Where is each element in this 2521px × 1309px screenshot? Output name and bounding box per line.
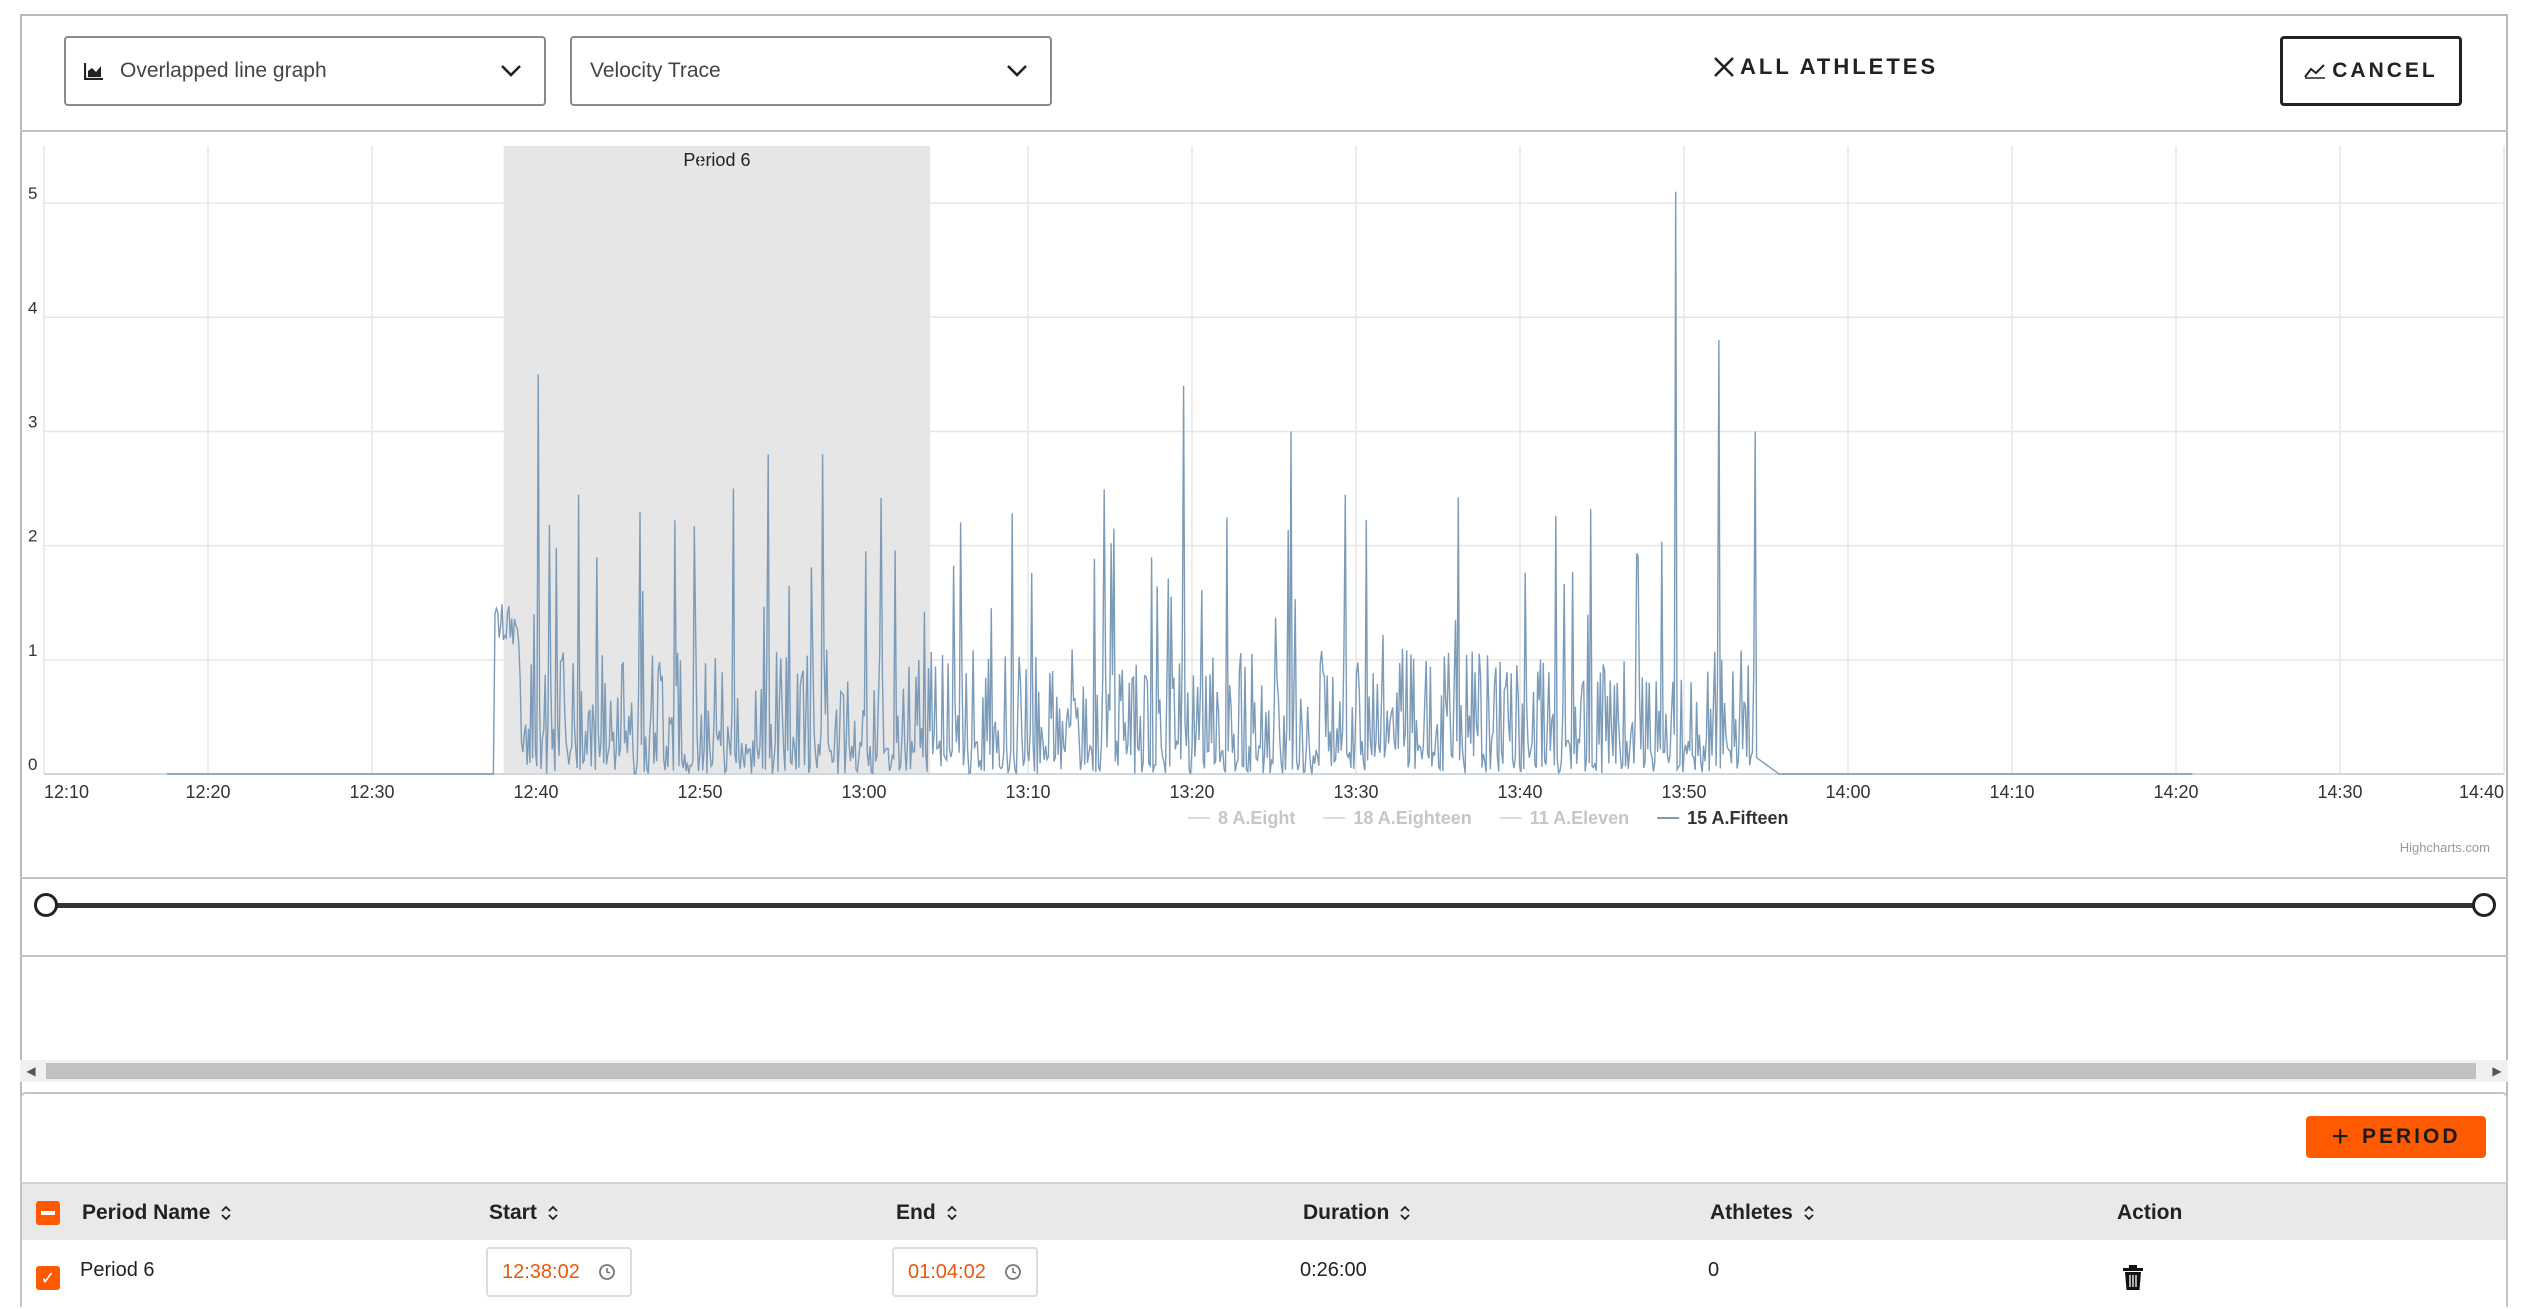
- chart-credits[interactable]: Highcharts.com: [2400, 840, 2490, 855]
- x-tick-label: 12:40: [513, 782, 558, 802]
- velocity-chart[interactable]: Period 6 12:10 12:20 12:30 12:40 12:50 13:00 13…: [20, 132, 2508, 877]
- sort-icon: [547, 1204, 559, 1222]
- cancel-button[interactable]: CANCEL: [2280, 36, 2462, 106]
- all-athletes-label: ALL ATHLETES: [1740, 54, 1939, 79]
- x-tick-label: 14:10: [1989, 782, 2034, 802]
- chart-navigator[interactable]: [20, 877, 2508, 957]
- col-athletes[interactable]: Athletes: [1710, 1184, 1815, 1242]
- athletes-cell: 0: [1708, 1258, 1720, 1281]
- col-label: Duration: [1303, 1201, 1390, 1224]
- col-duration[interactable]: Duration: [1303, 1184, 1411, 1242]
- start-time-input[interactable]: 12:38:02: [486, 1247, 632, 1297]
- metric-value: Velocity Trace: [590, 59, 721, 82]
- x-tick-label: 13:20: [1169, 782, 1214, 802]
- col-label: Start: [489, 1201, 537, 1224]
- sort-icon: [1803, 1204, 1815, 1222]
- plus-icon: +: [2331, 1120, 2352, 1153]
- y-tick-label: 5: [28, 184, 37, 203]
- col-end[interactable]: End: [896, 1184, 958, 1242]
- chevron-down-icon: [1006, 60, 1028, 84]
- metric-select[interactable]: Velocity Trace: [570, 36, 1052, 106]
- add-period-label: PERIOD: [2362, 1125, 2461, 1148]
- x-tick-label: 12:30: [349, 782, 394, 802]
- graph-type-select[interactable]: Overlapped line graph: [64, 36, 546, 106]
- app-frame: [20, 14, 2508, 1307]
- sort-icon: [220, 1204, 232, 1222]
- x-tick-label: 14:30: [2317, 782, 2362, 802]
- x-tick-label: 14:00: [1825, 782, 1870, 802]
- chart-toolbar: Overlapped line graph Velocity Trace ALL…: [20, 14, 2508, 132]
- sort-icon: [1399, 1204, 1411, 1222]
- x-tick-label: 12:20: [185, 782, 230, 802]
- x-tick-label: 12:10: [44, 782, 89, 802]
- x-tick-label: 13:00: [841, 782, 886, 802]
- table-row[interactable]: ✓ Period 6 0:26:00 0: [22, 1240, 2506, 1309]
- row-checkbox[interactable]: ✓: [36, 1266, 60, 1290]
- scroll-left-arrow-icon[interactable]: ◀: [26, 1064, 36, 1078]
- y-tick-label: 3: [28, 412, 37, 431]
- duration-cell: 0:26:00: [1300, 1258, 1367, 1281]
- legend-item[interactable]: 18 A.Eighteen: [1353, 808, 1471, 828]
- x-tick-label: 13:40: [1497, 782, 1542, 802]
- close-icon: [1714, 57, 1734, 77]
- graph-type-value: Overlapped line graph: [120, 59, 327, 82]
- plot-band-period: [503, 146, 931, 774]
- line-chart-icon: [2304, 64, 2326, 79]
- x-tick-label: 14:40: [2459, 782, 2504, 802]
- clock-icon: [598, 1263, 616, 1281]
- all-athletes-toggle[interactable]: ALL ATHLETES: [1712, 54, 1938, 80]
- periods-table-header: Period Name Start End Duration Athletes …: [22, 1182, 2506, 1240]
- scroll-right-arrow-icon[interactable]: ▶: [2492, 1064, 2502, 1078]
- scrollbar-thumb[interactable]: [46, 1063, 2476, 1079]
- legend-item[interactable]: 8 A.Eight: [1218, 808, 1295, 828]
- x-tick-label: 12:50: [677, 782, 722, 802]
- sort-icon: [946, 1204, 958, 1222]
- col-period-name[interactable]: Period Name: [82, 1184, 232, 1242]
- col-start[interactable]: Start: [489, 1184, 559, 1242]
- col-label: End: [896, 1201, 936, 1224]
- cancel-label: CANCEL: [2332, 59, 2438, 82]
- navigator-handle-left[interactable]: [34, 893, 58, 917]
- x-tick-label: 13:10: [1005, 782, 1050, 802]
- series-line-15-a-fifteen[interactable]: [167, 191, 2193, 775]
- chevron-down-icon: [500, 60, 522, 84]
- navigator-handle-right[interactable]: [2472, 893, 2496, 917]
- x-tick-label: 13:30: [1333, 782, 1378, 802]
- legend-item[interactable]: 15 A.Fifteen: [1687, 808, 1788, 828]
- col-label: Action: [2117, 1201, 2183, 1224]
- clock-icon: [1004, 1263, 1022, 1281]
- select-all-checkbox[interactable]: [36, 1201, 60, 1225]
- legend-item[interactable]: 11 A.Eleven: [1530, 808, 1629, 828]
- start-time-value: 12:38:02: [502, 1260, 580, 1283]
- y-tick-label: 1: [28, 641, 37, 660]
- col-label: Athletes: [1710, 1201, 1793, 1224]
- y-tick-label: 0: [28, 755, 37, 774]
- add-period-button[interactable]: + PERIOD: [2306, 1116, 2486, 1158]
- chart-svg[interactable]: Period 612:10 12:20 12:30 12:40 12:50 13:00 13…: [20, 132, 2508, 877]
- period-name-cell: Period 6: [80, 1258, 155, 1281]
- x-tick-label: 14:20: [2153, 782, 2198, 802]
- y-tick-label: 2: [28, 527, 37, 546]
- area-chart-icon: [84, 62, 104, 80]
- periods-panel: + PERIOD Period Name Start End Duration …: [20, 1092, 2508, 1307]
- plot-band-label: Period 6: [683, 150, 750, 170]
- end-time-value: 01:04:02: [908, 1260, 986, 1283]
- end-time-input[interactable]: 01:04:02: [892, 1247, 1038, 1297]
- navigator-range-line: [46, 903, 2486, 908]
- col-action: Action: [2117, 1184, 2182, 1242]
- y-tick-label: 4: [28, 298, 37, 317]
- delete-button[interactable]: [2122, 1248, 2144, 1308]
- x-tick-label: 13:50: [1661, 782, 1706, 802]
- col-label: Period Name: [82, 1201, 211, 1224]
- horizontal-scrollbar[interactable]: ◀ ▶: [20, 1060, 2508, 1082]
- trash-icon: [2123, 1265, 2143, 1290]
